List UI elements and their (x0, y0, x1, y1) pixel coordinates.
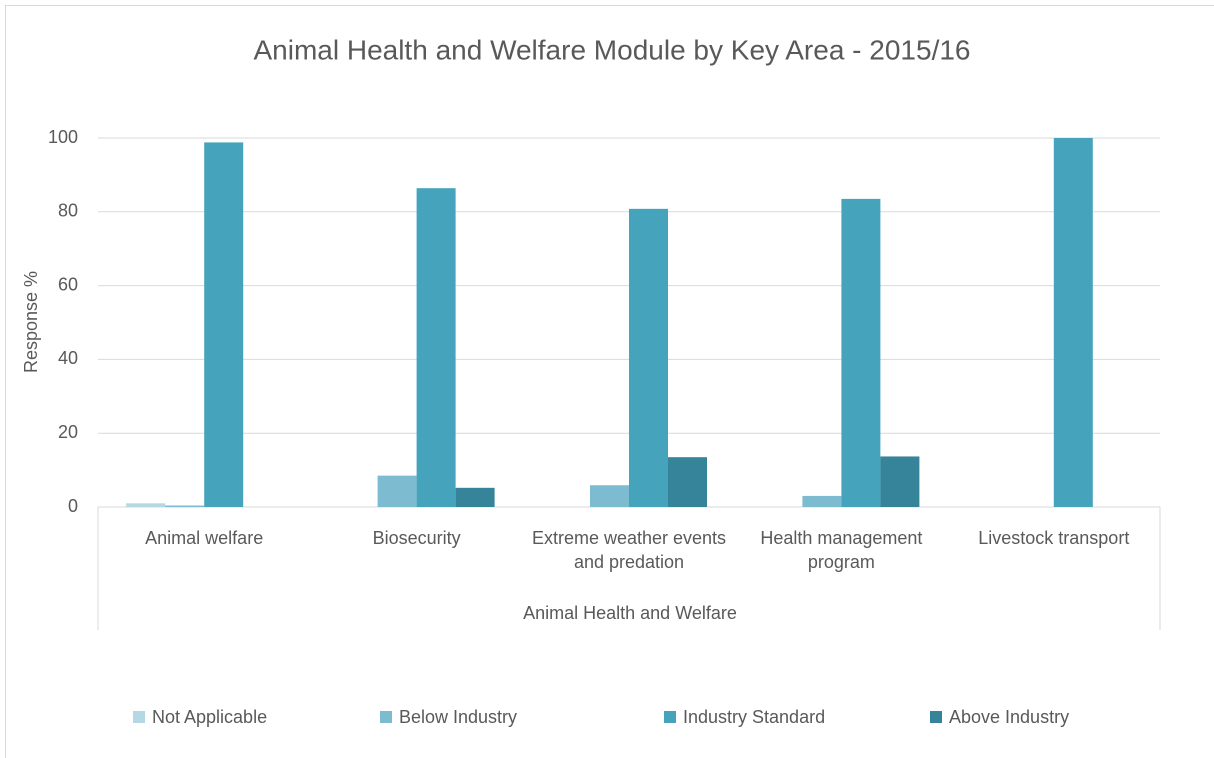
bar (455, 487, 495, 507)
bar (126, 503, 166, 507)
bar (802, 495, 842, 507)
bar (590, 485, 629, 507)
legend-label: Above Industry (949, 707, 1069, 727)
chart-title: Animal Health and Welfare Module by Key … (253, 34, 970, 65)
x-tick-label: Livestock transport (978, 528, 1130, 548)
x-tick-label: Animal welfare (145, 528, 264, 548)
y-tick-label: 40 (58, 348, 78, 368)
bar (1053, 138, 1093, 507)
bar (416, 188, 456, 507)
x-tick-label: Extreme weather events and predation (531, 528, 727, 572)
bar (377, 475, 417, 507)
y-tick-label: 0 (68, 496, 78, 516)
legend-swatch (930, 711, 942, 723)
bar (629, 208, 668, 507)
y-axis-label: Response % (21, 271, 41, 373)
legend-label: Below Industry (399, 707, 517, 727)
y-tick-label: 80 (58, 201, 78, 221)
y-tick-label: 60 (58, 274, 78, 294)
bar (165, 505, 205, 507)
bar (841, 198, 881, 507)
legend-label: Industry Standard (683, 707, 825, 727)
legend-label: Not Applicable (152, 707, 267, 727)
chart-border (5, 5, 1214, 758)
y-tick-label: 20 (58, 422, 78, 442)
y-tick-label: 100 (48, 127, 78, 147)
bar (668, 457, 707, 507)
legend-swatch (664, 711, 676, 723)
group-label: Animal Health and Welfare (523, 603, 737, 623)
legend-swatch (133, 711, 145, 723)
x-tick-label: Biosecurity (372, 528, 461, 548)
legend-swatch (380, 711, 392, 723)
x-tick-label: Health management program (760, 528, 923, 572)
bar (880, 456, 920, 507)
bar (204, 142, 244, 508)
